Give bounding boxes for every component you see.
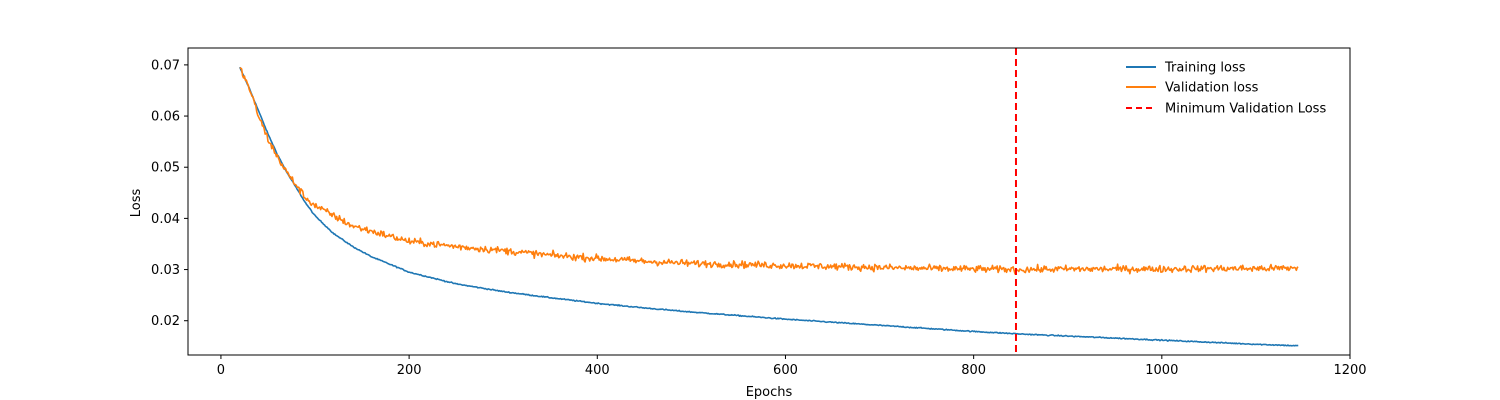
x-tick-label: 400 — [585, 363, 610, 378]
x-axis-label: Epochs — [746, 385, 793, 400]
legend: Training loss Validation loss Minimum Va… — [1126, 61, 1326, 117]
x-tick-label: 600 — [773, 363, 798, 378]
x-tick-label: 1200 — [1333, 363, 1366, 378]
y-tick-label: 0.07 — [151, 58, 180, 73]
legend-label-validation: Validation loss — [1165, 81, 1259, 96]
x-axis: 0 200 400 600 800 1000 1200 — [217, 355, 1367, 378]
y-tick-label: 0.03 — [151, 263, 180, 278]
y-axis-label: Loss — [129, 189, 144, 218]
legend-label-training: Training loss — [1164, 61, 1246, 76]
y-tick-label: 0.02 — [151, 314, 180, 329]
x-tick-label: 1000 — [1145, 363, 1178, 378]
series-line-validation-loss — [239, 67, 1299, 275]
x-tick-label: 200 — [397, 363, 422, 378]
y-tick-label: 0.06 — [151, 110, 180, 125]
y-tick-label: 0.04 — [151, 212, 180, 227]
series-line-training-loss — [239, 66, 1299, 347]
legend-label-min-val: Minimum Validation Loss — [1165, 102, 1326, 117]
x-tick-label: 800 — [961, 363, 986, 378]
y-axis: 0.02 0.03 0.04 0.05 0.06 0.07 — [151, 58, 188, 329]
x-tick-label: 0 — [217, 363, 225, 378]
y-tick-label: 0.05 — [151, 161, 180, 176]
plot-area — [239, 48, 1299, 355]
plot-frame — [187, 47, 1351, 356]
